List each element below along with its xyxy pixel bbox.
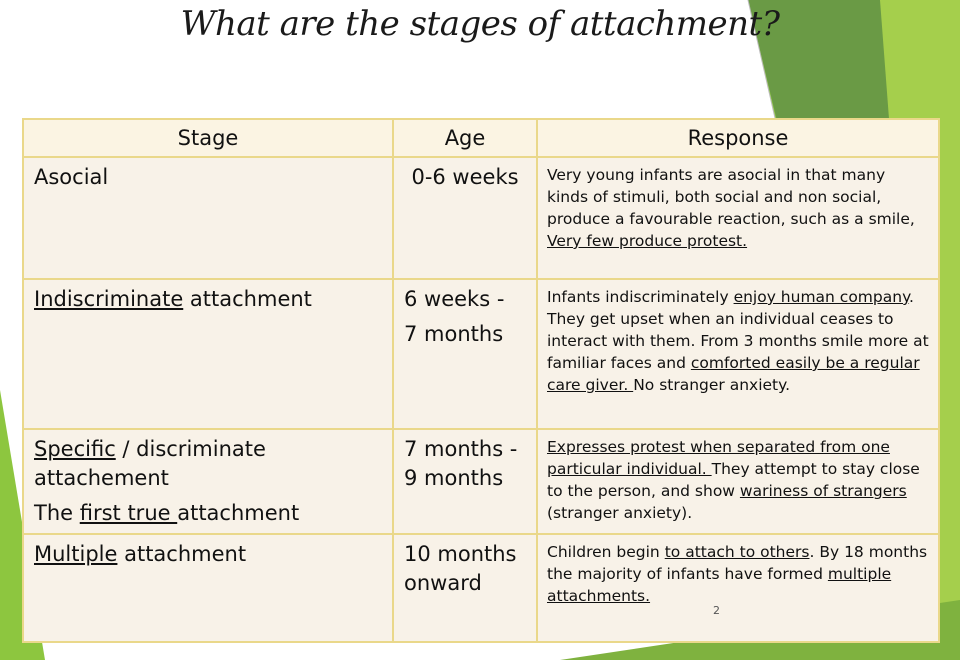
text-segment: Very young infants are asocial in that m…	[547, 166, 915, 228]
text-segment: / discriminate attachement	[34, 437, 266, 490]
text-segment: Specific	[34, 437, 116, 461]
header-stage: Stage	[22, 118, 394, 158]
header-response: Response	[536, 118, 940, 158]
stage-cell: Asocial	[22, 156, 394, 280]
text-segment: No stranger anxiety.	[633, 376, 791, 394]
text-segment: Children begin	[547, 543, 665, 561]
response-cell: Children begin to attach to others. By 1…	[536, 533, 940, 643]
stage-line: Multiple attachment	[34, 540, 382, 569]
age-line: 7 months	[404, 322, 504, 346]
age-cell: 7 months - 9 months	[392, 428, 538, 535]
stage-cell: Indiscriminate attachment	[22, 278, 394, 430]
response-cell: Very young infants are asocial in that m…	[536, 156, 940, 280]
age-line: 7 months - 9 months	[404, 437, 518, 490]
stage-line: Indiscriminate attachment	[34, 285, 382, 314]
age-line: 6 weeks -	[404, 287, 505, 311]
stage-line: The first true attachment	[34, 499, 382, 528]
text-segment: Indiscriminate	[34, 287, 184, 311]
stage-cell: Multiple attachment	[22, 533, 394, 643]
text-segment: multiple attachments.	[547, 565, 892, 605]
age-cell: 10 months onward	[392, 533, 538, 643]
stage-line: Asocial	[34, 163, 382, 192]
header-age: Age	[392, 118, 538, 158]
age-cell: 6 weeks - 7 months	[392, 278, 538, 430]
text-segment: first true	[79, 501, 178, 525]
slide-title: What are the stages of attachment?	[180, 4, 780, 44]
text-segment: comforted easily be a regular care giver…	[547, 354, 920, 394]
page-number: 2	[713, 604, 720, 617]
text-segment: They attempt to stay close to the person…	[547, 460, 920, 500]
text-segment: attachment	[183, 287, 312, 311]
table-row: Specific / discriminate attachement The f…	[22, 428, 940, 535]
table-header-row: Stage Age Response	[22, 118, 940, 158]
text-segment: to attach to others	[664, 543, 810, 561]
stage-cell: Specific / discriminate attachement The f…	[22, 428, 394, 535]
text-segment: Very few produce protest.	[547, 232, 748, 250]
text-segment: attachment	[117, 542, 247, 566]
text-segment: . They get upset when an individual ceas…	[547, 288, 929, 372]
text-segment: Infants indiscriminately	[547, 288, 734, 306]
stage-line: Specific / discriminate attachement	[34, 435, 382, 493]
divider-line	[747, 0, 776, 119]
response-cell: Expresses protest when separated from on…	[536, 428, 940, 535]
response-cell: Infants indiscriminately enjoy human com…	[536, 278, 940, 430]
text-segment: wariness of strangers	[739, 482, 907, 500]
table-row: Indiscriminate attachment 6 weeks - 7 mont…	[22, 278, 940, 430]
age-cell: 0-6 weeks	[392, 156, 538, 280]
age-line: 0-6 weeks	[411, 165, 519, 189]
text-segment: Expresses protest when separated from on…	[547, 438, 890, 478]
age-line: 10 months onward	[404, 542, 517, 595]
text-segment: Asocial	[34, 165, 109, 189]
table-row: Multiple attachment 10 months onward Child…	[22, 533, 940, 643]
table-row: Asocial 0-6 weeks Very young infants are a…	[22, 156, 940, 280]
text-segment: attachment	[177, 501, 300, 525]
text-segment: (stranger anxiety).	[547, 504, 693, 522]
attachment-stages-table: Stage Age Response Asocial 0-6 weeks Very …	[22, 118, 940, 643]
text-segment: Multiple	[34, 542, 118, 566]
text-segment: enjoy human company	[733, 288, 910, 306]
text-segment: The	[34, 501, 80, 525]
text-segment: . By 18 months the majority of infants h…	[547, 543, 928, 583]
